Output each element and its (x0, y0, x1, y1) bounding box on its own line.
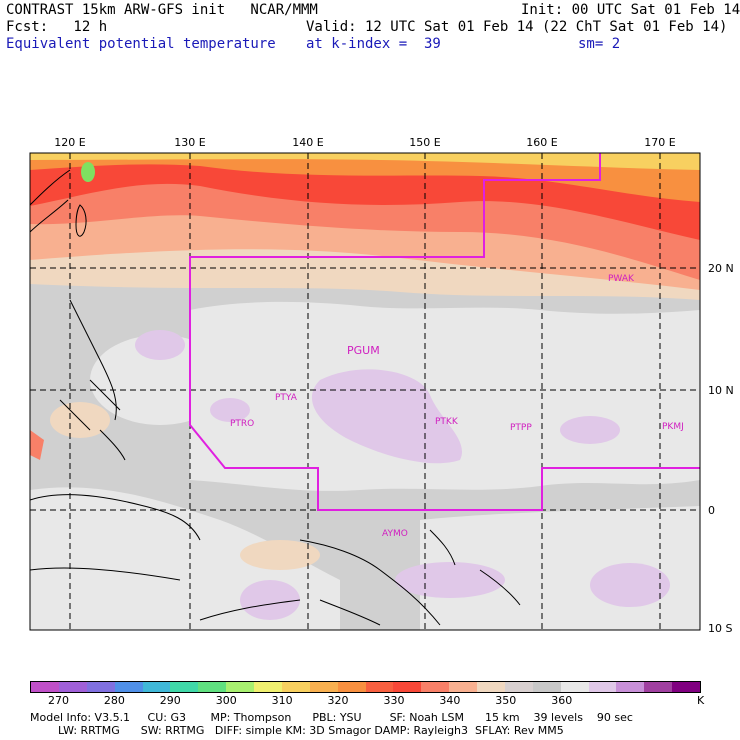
lon-label: 140 E (292, 136, 323, 149)
title-line: CONTRAST 15km ARW-GFS init NCAR/MMM (6, 2, 318, 18)
color-swatch (449, 682, 477, 692)
init-time: Init: 00 UTC Sat 01 Feb 14 (521, 2, 740, 18)
color-scale-label: 300 (215, 694, 237, 707)
color-swatch (281, 682, 310, 692)
color-scale-label: K (697, 694, 705, 707)
color-scale-label: 290 (159, 694, 181, 707)
station-label: PTYA (275, 393, 298, 403)
lon-label: 160 E (526, 136, 557, 149)
color-swatch (86, 682, 115, 692)
lon-label: 120 E (54, 136, 85, 149)
lat-label: 20 N (708, 262, 734, 275)
color-swatch (477, 682, 505, 692)
theta-e-map: 120 E 130 E 140 E 150 E 160 E 170 E 20 N… (29, 136, 734, 635)
color-swatch (226, 682, 254, 692)
color-swatch (532, 682, 561, 692)
color-scale-label: 340 (439, 694, 461, 707)
color-swatch (421, 682, 450, 692)
model-info-line1: Model Info: V3.5.1 CU: G3 MP: Thompson P… (30, 711, 633, 724)
lon-label: 170 E (644, 136, 675, 149)
color-scale-label: 360 (551, 694, 573, 707)
color-scale-bar (30, 681, 701, 693)
color-swatch (365, 682, 394, 692)
valid-time: Valid: 12 UTC Sat 01 Feb 14 (22 ChT Sat … (306, 19, 728, 35)
smoothing-label: sm= 2 (578, 36, 621, 52)
color-swatch (337, 682, 366, 692)
color-scale-label: 350 (495, 694, 517, 707)
color-scale-label: 320 (327, 694, 349, 707)
lon-label: 130 E (174, 136, 205, 149)
color-scale-label: 310 (271, 694, 293, 707)
color-swatch (309, 682, 338, 692)
lon-label: 150 E (409, 136, 440, 149)
forecast-hour: Fcst: 12 h (6, 19, 108, 35)
lat-label: 10 S (708, 622, 732, 635)
station-label: AYMO (382, 529, 408, 539)
color-swatch (672, 682, 700, 692)
color-scale-label: 270 (47, 694, 69, 707)
station-label: PKMJ (662, 422, 684, 432)
color-swatch (588, 682, 617, 692)
color-swatch (560, 682, 589, 692)
color-swatch (198, 682, 227, 692)
color-swatch (393, 682, 422, 692)
station-label: PWAK (608, 274, 635, 284)
station-label: PTRO (230, 419, 254, 429)
color-swatch (142, 682, 171, 692)
lat-label: 10 N (708, 384, 734, 397)
level-label: at k-index = 39 (306, 36, 441, 52)
station-label: PTPP (510, 423, 532, 433)
station-label: PGUM (347, 344, 380, 357)
color-swatch (504, 682, 533, 692)
lat-label: 0 (708, 504, 715, 517)
color-swatch (644, 682, 673, 692)
color-swatch (254, 682, 282, 692)
field-name: Equivalent potential temperature (6, 36, 276, 52)
color-scale-label: 280 (103, 694, 125, 707)
color-scale-label: 330 (383, 694, 405, 707)
color-swatch (616, 682, 645, 692)
domain-boundary (189, 153, 700, 511)
color-swatch (31, 682, 59, 692)
color-swatch (114, 682, 143, 692)
color-swatch (170, 682, 199, 692)
model-info-line2: LW: RRTMG SW: RRTMG DIFF: simple KM: 3D … (30, 724, 564, 737)
station-label: PTKK (435, 417, 459, 427)
color-swatch (58, 682, 87, 692)
map-frame (29, 152, 701, 631)
